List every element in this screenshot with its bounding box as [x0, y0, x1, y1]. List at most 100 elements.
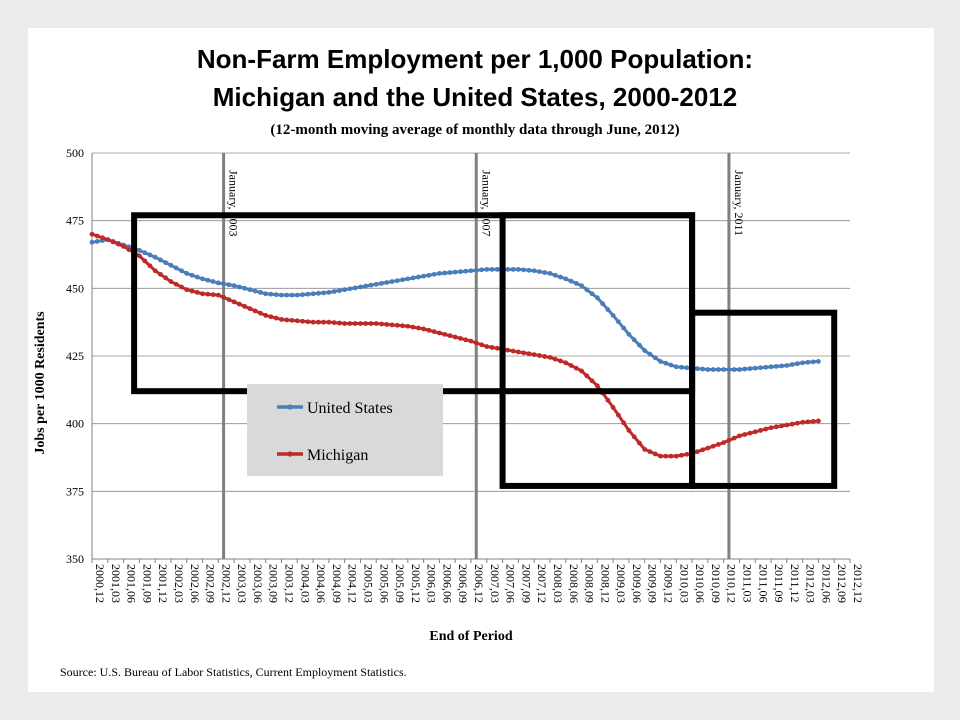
series-point	[268, 314, 274, 320]
series-point	[215, 280, 221, 286]
series-point	[258, 289, 263, 295]
series-point	[768, 364, 774, 370]
legend-us-label: United States	[307, 400, 393, 417]
series-point	[642, 348, 648, 353]
x-tick-label: 2009,06	[630, 564, 644, 603]
series-point	[331, 289, 337, 294]
series-point	[647, 449, 653, 455]
series-point	[537, 269, 542, 275]
series-point	[779, 363, 784, 369]
series-point	[284, 292, 290, 298]
y-tick-labels: 350 375 400 425 450 475 500	[66, 146, 84, 566]
series-point	[373, 281, 379, 287]
series-point	[700, 366, 706, 372]
series-point	[315, 290, 321, 296]
series-point	[716, 367, 721, 372]
series-point	[631, 337, 637, 343]
x-tick-label: 2004,09	[330, 564, 344, 603]
series-point	[363, 321, 369, 326]
series-point	[305, 319, 311, 325]
series-point	[521, 350, 527, 356]
series-point	[463, 337, 469, 343]
series-point	[568, 363, 574, 368]
series-point	[337, 320, 342, 326]
axes	[91, 153, 851, 563]
series-point	[431, 271, 437, 277]
x-tick-label: 2003,03	[235, 564, 249, 603]
series-point	[716, 442, 721, 447]
series-point	[568, 278, 574, 284]
series-point	[184, 271, 190, 276]
series-point	[431, 329, 437, 335]
y-tick-label: 500	[66, 146, 84, 160]
series-point	[294, 318, 300, 324]
series-point	[163, 260, 169, 266]
series-point	[579, 283, 584, 289]
series-point	[647, 351, 653, 357]
series-point	[805, 359, 811, 365]
series-point	[352, 285, 358, 291]
series-point	[373, 321, 379, 326]
series-point	[300, 292, 305, 298]
x-tick-label: 2006,12	[472, 564, 486, 603]
series-point	[694, 449, 700, 455]
series-point	[584, 373, 590, 379]
x-tick-label: 2012,06	[819, 564, 833, 603]
series-point	[684, 451, 690, 457]
series-point	[142, 250, 148, 256]
gridlines	[92, 152, 850, 560]
series-point	[194, 289, 200, 295]
series-point	[752, 429, 758, 435]
series-point	[200, 291, 205, 297]
series-point	[758, 428, 763, 433]
series-point	[542, 354, 548, 359]
series-point	[589, 378, 595, 384]
series-point	[605, 307, 611, 312]
series-point	[384, 280, 390, 285]
series-point	[168, 279, 174, 284]
series-point	[642, 446, 648, 452]
y-tick-label: 475	[66, 214, 84, 228]
series-point	[158, 271, 163, 277]
legend-us-marker	[287, 404, 293, 410]
series-point	[152, 254, 158, 260]
series-point	[415, 325, 421, 331]
series-point	[710, 443, 716, 449]
x-tick-label: 2005,12	[409, 564, 423, 603]
series-point	[273, 315, 279, 321]
x-tick-label: 2012,09	[835, 564, 849, 603]
series-point	[494, 345, 500, 351]
series-point	[705, 367, 711, 372]
series-point	[784, 422, 790, 428]
series-point	[231, 283, 237, 289]
series-point	[558, 358, 563, 364]
x-tick-label: 2012,03	[804, 564, 818, 603]
series-point	[315, 319, 321, 325]
series-point	[484, 266, 490, 272]
series-point	[384, 322, 390, 327]
x-tick-label: 2007,09	[519, 564, 533, 603]
x-tick-label: 2010,06	[693, 564, 707, 603]
series-point	[252, 308, 258, 314]
series-point	[179, 284, 184, 290]
legend-mi-label: Michigan	[307, 447, 368, 464]
x-tick-label: 2004,12	[346, 564, 360, 603]
series-point	[479, 267, 484, 273]
series-point	[505, 266, 511, 272]
x-tick-label: 2012,12	[851, 564, 865, 603]
series-point	[652, 451, 658, 457]
series-point	[358, 321, 363, 326]
series-point	[668, 362, 674, 368]
x-tick-label: 2004,06	[314, 564, 328, 603]
series-point	[731, 435, 737, 441]
series-point	[631, 434, 637, 440]
series-point	[410, 275, 416, 281]
series-point	[742, 366, 748, 372]
series-point	[510, 348, 516, 354]
vertical-marker-label: January, 2003	[227, 170, 241, 237]
x-tick-label: 2005,03	[361, 564, 375, 603]
series-point	[236, 301, 242, 307]
y-axis-title: Jobs per 1000 Residents	[33, 311, 48, 455]
series-point	[573, 365, 579, 371]
series-point	[400, 277, 405, 283]
